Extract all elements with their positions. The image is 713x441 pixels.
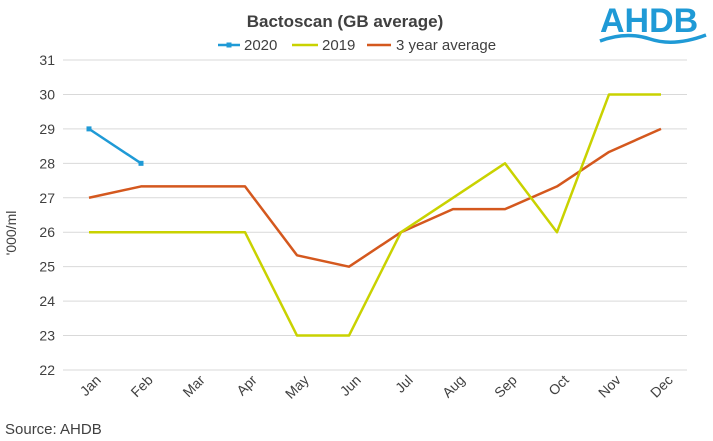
x-tick-label: Feb [127, 372, 156, 401]
x-tick-label: Jan [77, 372, 104, 399]
y-tick-label: 24 [39, 293, 55, 309]
x-tick-label: May [282, 372, 312, 402]
series-2019 [89, 93, 661, 337]
gridlines [63, 59, 687, 371]
x-tick-label: Sep [491, 372, 520, 401]
x-tick-label: Jul [392, 372, 416, 396]
legend-label-3-year-average: 3 year average [396, 37, 496, 54]
chart-title: Bactoscan (GB average) [247, 12, 444, 31]
legend-marker-2020 [226, 42, 232, 48]
y-tick-label: 31 [39, 52, 55, 68]
x-tick-label: Oct [545, 372, 572, 399]
y-axis-ticks: 22 23 24 25 26 27 28 29 30 31 [39, 52, 55, 378]
series-line-2020 [88, 127, 142, 165]
legend-entry-2019: 2019 [292, 37, 355, 54]
x-tick-label: Nov [595, 372, 624, 401]
y-tick-label: 22 [39, 362, 55, 378]
source-note: Source: AHDB [5, 421, 102, 438]
y-tick-label: 30 [39, 86, 55, 102]
y-tick-label: 27 [39, 190, 55, 206]
x-tick-label: Aug [439, 372, 468, 401]
series-3-year-average [88, 127, 662, 268]
data-point-2020 [138, 160, 144, 166]
x-tick-label: Dec [647, 372, 676, 401]
series-lines [86, 93, 662, 337]
legend-entry-3-year-average: 3 year average [367, 37, 496, 54]
logo-wave-icon [599, 33, 707, 44]
x-tick-label: Jun [337, 372, 364, 399]
y-tick-label: 23 [39, 328, 55, 344]
y-axis-label: '000/ml [3, 211, 19, 256]
y-tick-label: 25 [39, 259, 55, 275]
series-line-2019 [89, 93, 661, 337]
y-tick-label: 26 [39, 224, 55, 240]
x-axis-ticks: Jan Feb Mar Apr May Jun Jul Aug Sep Oct Nov Dec [77, 372, 676, 402]
y-tick-label: 29 [39, 121, 55, 137]
legend: 2020 2019 3 year average [218, 37, 496, 54]
legend-label-2020: 2020 [244, 37, 277, 54]
legend-label-2019: 2019 [322, 37, 355, 54]
series-line-3-year-average [88, 127, 662, 268]
data-point-2020 [86, 126, 92, 132]
x-tick-label: Apr [233, 372, 260, 399]
legend-entry-2020: 2020 [218, 37, 277, 54]
ahdb-logo: AHDB [599, 2, 707, 44]
y-tick-label: 28 [39, 155, 55, 171]
x-tick-label: Mar [179, 372, 208, 401]
logo-text: AHDB [600, 2, 698, 40]
series-2020 [86, 126, 144, 166]
